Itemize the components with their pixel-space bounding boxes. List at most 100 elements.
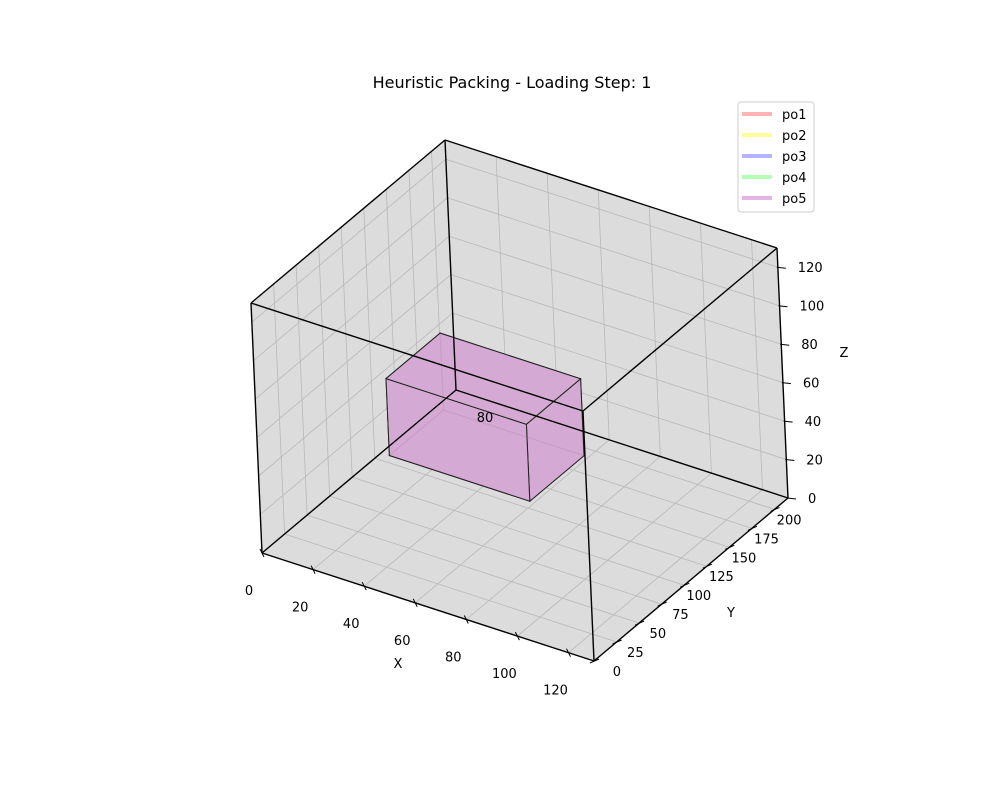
grid-line-z xyxy=(256,274,452,438)
z-tick-label: 120 xyxy=(798,261,823,276)
grid-line-x xyxy=(648,206,661,457)
z-tick-label: 100 xyxy=(800,300,825,315)
y-tick-mark xyxy=(679,582,690,588)
grid-line-y xyxy=(363,208,376,459)
grid-line-z xyxy=(449,235,782,345)
container-edge xyxy=(250,302,584,412)
x-tick-mark xyxy=(463,615,469,624)
container-edge xyxy=(250,302,263,554)
y-tick-mark xyxy=(634,620,645,626)
container-edge xyxy=(444,139,778,249)
legend-entry: po2 xyxy=(782,129,806,144)
grid-line-z xyxy=(447,197,780,307)
z-tick-mark xyxy=(778,305,788,308)
x-tick-mark xyxy=(566,648,571,657)
grid-line-y xyxy=(318,246,331,497)
legend: po1 po2 po3 po4 po5 xyxy=(737,101,815,213)
y-tick-label: 200 xyxy=(777,513,802,528)
x-tick-label: 40 xyxy=(343,617,360,632)
grid-line-x xyxy=(751,239,763,490)
z-tick-label: 20 xyxy=(806,454,823,469)
z-tick-label: 0 xyxy=(808,492,816,507)
axis-labels: X Y Z xyxy=(394,346,849,672)
grid-line-x xyxy=(414,439,610,604)
y-tick-mark xyxy=(747,525,758,531)
y-tick-mark xyxy=(612,639,622,645)
grid-line-z xyxy=(251,158,447,323)
grid-line-z xyxy=(253,197,448,362)
x-tick-mark xyxy=(412,598,418,608)
x-tick-label: 80 xyxy=(445,651,462,666)
y-tick-label: 150 xyxy=(731,551,756,566)
container-edge xyxy=(261,552,595,662)
grid-line-y xyxy=(374,457,707,567)
grid-line-z xyxy=(254,235,450,400)
grid-line-x xyxy=(568,489,763,654)
y-tick-mark xyxy=(702,563,713,569)
y-tick-label: 25 xyxy=(627,646,644,661)
axis-ticks: 0 20 40 60 80 100 120 0 25 50 75 100 125 150 175 200 0 20… xyxy=(245,261,824,699)
grid-line-x xyxy=(700,223,712,474)
y-tick-mark xyxy=(657,601,667,607)
grid-line-x xyxy=(517,472,712,637)
container-frame xyxy=(250,139,789,662)
left-wall-pane xyxy=(251,140,456,553)
legend-frame xyxy=(737,101,815,213)
container-edge xyxy=(250,139,446,304)
x-tick-label: 100 xyxy=(492,667,517,682)
x-tick-mark xyxy=(514,631,520,641)
legend-entry: po3 xyxy=(782,150,806,165)
y-tick-mark xyxy=(770,506,780,512)
legend-entry: po4 xyxy=(782,171,806,186)
z-tick-mark xyxy=(781,382,791,385)
z-tick-mark xyxy=(783,420,793,423)
z-tick-label: 80 xyxy=(801,338,818,353)
y-tick-label: 0 xyxy=(613,665,621,680)
z-tick-label: 40 xyxy=(805,415,822,430)
z-tick-mark xyxy=(780,343,790,346)
grid-line-x xyxy=(466,456,661,620)
x-tick-label: 120 xyxy=(543,684,568,699)
grid-line-y xyxy=(284,533,617,643)
z-axis-label: Z xyxy=(840,346,849,361)
x-tick-mark xyxy=(259,548,265,558)
z-tick-mark xyxy=(785,459,795,461)
grid-line-x xyxy=(597,189,610,440)
z-tick-mark xyxy=(776,266,786,269)
container-edge xyxy=(444,139,457,391)
legend-entry: po1 xyxy=(782,108,806,123)
y-tick-mark xyxy=(589,658,600,664)
grid-line-z xyxy=(258,312,453,477)
grid-line-y xyxy=(273,283,285,535)
x-tick-label: 60 xyxy=(394,634,411,649)
container-edge xyxy=(455,389,789,499)
box-label: 80 xyxy=(477,411,494,426)
grid-line-y xyxy=(352,476,685,586)
z-tick-mark xyxy=(786,497,797,500)
x-tick-mark xyxy=(310,565,316,574)
container-edge xyxy=(582,247,778,412)
grid-line-y xyxy=(295,265,308,516)
x-tick-label: 20 xyxy=(292,601,309,616)
y-tick-label: 125 xyxy=(709,570,734,585)
legend-entry: po5 xyxy=(782,192,806,207)
y-tick-label: 100 xyxy=(686,589,711,604)
grid-line-y xyxy=(329,495,662,605)
y-tick-mark xyxy=(725,544,735,550)
x-tick-label: 0 xyxy=(245,584,253,599)
z-tick-label: 60 xyxy=(803,377,820,392)
grid-line-y xyxy=(306,514,640,624)
y-axis-label: Y xyxy=(726,606,735,621)
y-tick-label: 175 xyxy=(754,532,779,547)
grid-line-y xyxy=(340,227,353,478)
container-edge xyxy=(261,389,457,554)
y-tick-label: 50 xyxy=(650,627,667,642)
chart-title: Heuristic Packing - Loading Step: 1 xyxy=(373,73,652,92)
x-axis-label: X xyxy=(394,657,403,672)
grid-line-z xyxy=(445,158,778,268)
container-edge xyxy=(776,247,789,499)
grid-line-z xyxy=(452,312,785,422)
y-tick-label: 75 xyxy=(672,608,689,623)
container-edge xyxy=(582,410,595,662)
